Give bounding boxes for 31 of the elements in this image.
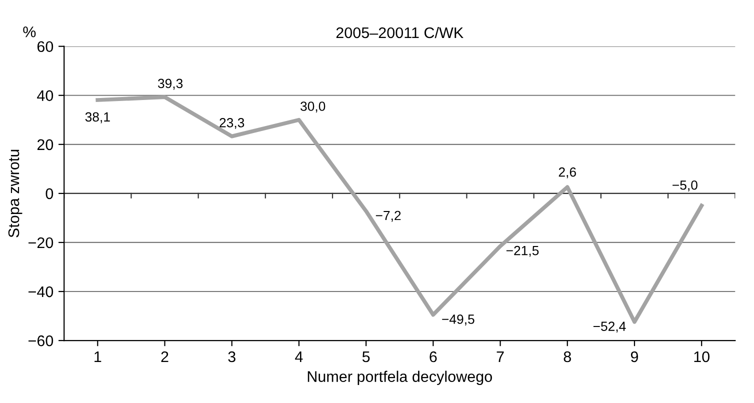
y-tick-label: 40 (37, 90, 54, 102)
data-label: −5,0 (672, 180, 698, 192)
x-tick-label: 4 (295, 352, 303, 362)
data-label: −49,5 (442, 314, 474, 326)
data-label: −21,5 (506, 246, 539, 257)
x-tick-label: 10 (694, 351, 710, 362)
y-axis-title: Stopa zwrotu (8, 150, 22, 238)
x-tick-label: 9 (630, 351, 638, 362)
x-axis-title: Numer portfela decylowego (308, 370, 492, 385)
data-label: 23,3 (220, 118, 244, 129)
data-label: 38,1 (85, 112, 110, 124)
text: % (23, 26, 36, 38)
x-tick-label: 3 (228, 351, 236, 362)
data-label: −52,4 (593, 322, 626, 333)
x-tick-label: 7 (496, 352, 504, 362)
y-tick-label: −40 (28, 286, 54, 298)
y-tick-label: −60 (28, 335, 54, 346)
x-tick-label: 1 (94, 352, 102, 362)
y-tick-label: 60 (37, 41, 54, 52)
data-label: 2,6 (558, 167, 576, 178)
y-tick-label: 20 (37, 139, 54, 150)
x-tick-label: 5 (362, 352, 370, 362)
x-tick-label: 8 (564, 351, 571, 362)
chart-title: 2005–20011 C/WK (336, 26, 464, 38)
data-label: 39,3 (158, 78, 183, 90)
data-label: 30,0 (300, 102, 326, 112)
y-tick-label: 0 (46, 188, 54, 200)
data-label: −7,2 (376, 210, 401, 222)
x-tick-label: 2 (161, 351, 168, 362)
x-tick-label: 6 (430, 351, 437, 362)
y-tick-label: −20 (28, 237, 54, 248)
